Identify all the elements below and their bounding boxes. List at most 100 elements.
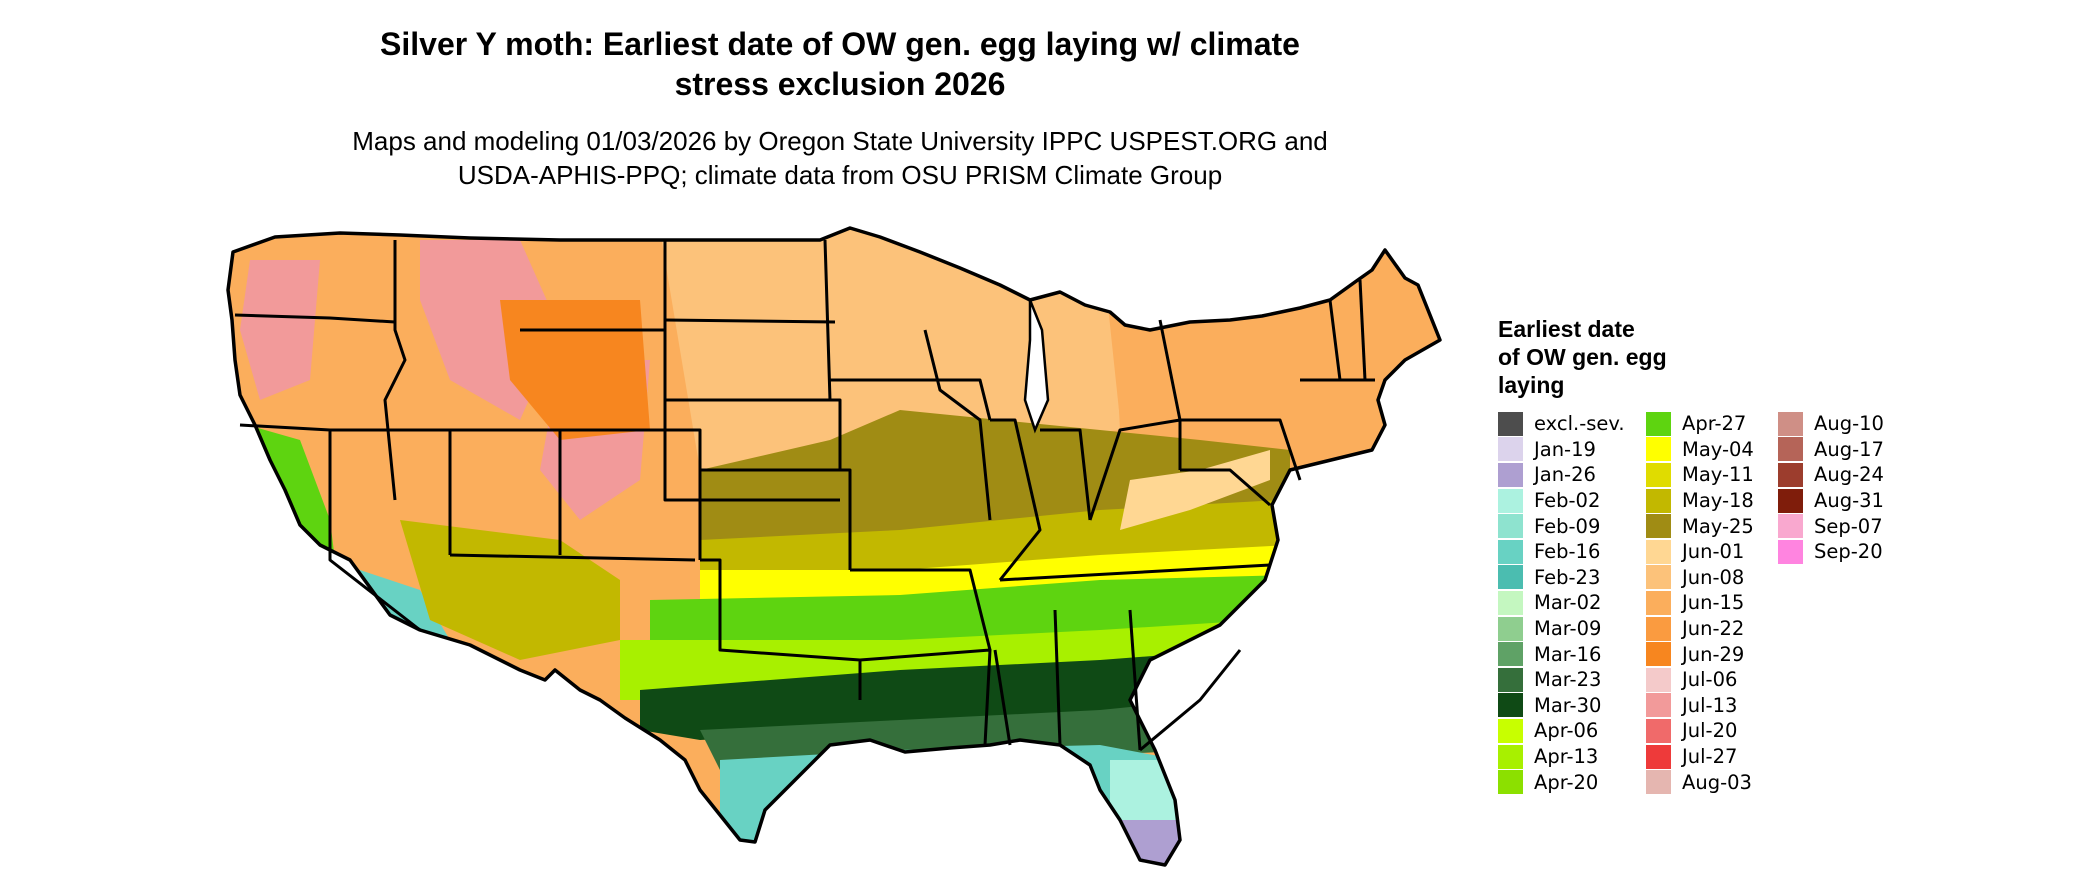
legend-item: Jun-01 (1646, 539, 1796, 565)
legend-title-line-1: Earliest date (1498, 316, 1635, 342)
legend-label: Apr-20 (1534, 770, 1599, 794)
legend-swatch (1646, 744, 1671, 769)
legend-swatch (1498, 744, 1523, 769)
legend-swatch (1498, 642, 1523, 667)
legend-item: Jul-20 (1646, 718, 1796, 744)
legend-item: Apr-06 (1498, 718, 1648, 744)
legend-item: Apr-13 (1498, 744, 1648, 770)
appalachian-zone (1120, 450, 1270, 530)
legend-label: Jun-01 (1682, 540, 1745, 564)
legend-item: Jan-19 (1498, 437, 1648, 463)
legend-item: Mar-23 (1498, 667, 1648, 693)
legend-title: Earliest date of OW gen. egg laying (1498, 315, 1667, 399)
legend-item: excl.-sev. (1498, 411, 1648, 437)
legend-swatch (1646, 693, 1671, 718)
legend-swatch (1498, 488, 1523, 513)
legend-swatch (1498, 590, 1523, 615)
legend-label: Jun-15 (1682, 591, 1745, 615)
legend-swatch (1646, 590, 1671, 615)
north-pale-zone (660, 230, 1120, 470)
legend-label: Mar-23 (1534, 668, 1602, 692)
legend-item: Feb-02 (1498, 488, 1648, 514)
legend-column-2: Apr-27 May-04 May-11 May-18 May-25 Jun-01 Jun-… (1646, 411, 1796, 795)
legend-swatch (1498, 718, 1523, 743)
legend-swatch (1646, 488, 1671, 513)
map-subtitle: Maps and modeling 01/03/2026 by Oregon S… (0, 124, 1680, 192)
legend-label: Jun-29 (1682, 642, 1745, 666)
legend-item: Apr-20 (1498, 769, 1648, 795)
legend-swatch (1498, 667, 1523, 692)
map-title-line-1: Silver Y moth: Earliest date of OW gen. … (380, 26, 1300, 62)
deep-orange-wy-zone (500, 300, 650, 440)
map-title: Silver Y moth: Earliest date of OW gen. … (0, 24, 1680, 104)
legend-swatch (1498, 770, 1523, 795)
legend-item: Mar-09 (1498, 616, 1648, 642)
legend-swatch (1498, 514, 1523, 539)
legend-swatch (1646, 514, 1671, 539)
legend-item: Mar-30 (1498, 693, 1648, 719)
legend-label: May-25 (1682, 514, 1754, 538)
legend-swatch (1498, 693, 1523, 718)
legend-column-3: Aug-10 Aug-17 Aug-24 Aug-31 Sep-07 Sep-20 (1778, 411, 1928, 565)
legend-label: May-18 (1682, 489, 1754, 513)
map-subtitle-line-1: Maps and modeling 01/03/2026 by Oregon S… (352, 126, 1328, 156)
legend-label: Mar-09 (1534, 617, 1602, 641)
legend-item: Aug-31 (1778, 488, 1928, 514)
map-title-line-2: stress exclusion 2026 (674, 66, 1006, 102)
state-borders (234, 239, 1375, 752)
legend-swatch (1646, 616, 1671, 641)
legend-label: Mar-30 (1534, 693, 1602, 717)
legend-label: May-04 (1682, 437, 1754, 461)
legend-label: Sep-20 (1814, 540, 1883, 564)
legend-label: excl.-sev. (1534, 412, 1625, 436)
legend-label: Jul-13 (1682, 693, 1738, 717)
legend-swatch (1498, 565, 1523, 590)
legend-label: Feb-09 (1534, 514, 1601, 538)
cascades-pink-zone (240, 260, 320, 400)
legend-swatch (1778, 462, 1803, 487)
legend-label: Jul-06 (1682, 668, 1738, 692)
legend-swatch (1498, 462, 1523, 487)
legend-swatch (1778, 411, 1803, 436)
legend-item: Jul-06 (1646, 667, 1796, 693)
legend-item: May-11 (1646, 462, 1796, 488)
legend-swatch (1498, 411, 1523, 436)
legend-swatch (1646, 462, 1671, 487)
legend-item: Mar-16 (1498, 641, 1648, 667)
legend-label: Feb-23 (1534, 565, 1601, 589)
legend-label: Apr-06 (1534, 719, 1599, 743)
legend-label: Aug-31 (1814, 489, 1884, 513)
legend-label: Aug-10 (1814, 412, 1884, 436)
legend-item: Jul-27 (1646, 744, 1796, 770)
legend-title-line-3: laying (1498, 372, 1565, 398)
legend-title-line-2: of OW gen. egg (1498, 344, 1667, 370)
legend-swatch (1778, 539, 1803, 564)
legend-label: Jan-26 (1534, 463, 1596, 487)
legend-label: Sep-07 (1814, 514, 1883, 538)
legend-label: May-11 (1682, 463, 1754, 487)
legend-item: May-25 (1646, 513, 1796, 539)
legend-item: Jun-08 (1646, 565, 1796, 591)
legend-item: Jun-22 (1646, 616, 1796, 642)
legend-swatch (1498, 437, 1523, 462)
legend-item: Feb-23 (1498, 565, 1648, 591)
legend-label: Feb-02 (1534, 489, 1601, 513)
legend-label: Apr-27 (1682, 412, 1747, 436)
legend-item: May-18 (1646, 488, 1796, 514)
legend-item: Sep-07 (1778, 513, 1928, 539)
legend-label: Mar-16 (1534, 642, 1602, 666)
legend-item: Aug-24 (1778, 462, 1928, 488)
legend-item: Sep-20 (1778, 539, 1928, 565)
legend-item: Apr-27 (1646, 411, 1796, 437)
legend-swatch (1646, 565, 1671, 590)
legend-label: Feb-16 (1534, 540, 1601, 564)
legend-item: Jan-26 (1498, 462, 1648, 488)
legend-label: Aug-17 (1814, 437, 1884, 461)
lake-michigan (1023, 299, 1050, 434)
legend-label: Jun-22 (1682, 617, 1745, 641)
legend-item: Aug-10 (1778, 411, 1928, 437)
legend-swatch (1498, 616, 1523, 641)
legend-item: Jun-29 (1646, 641, 1796, 667)
legend-item: May-04 (1646, 437, 1796, 463)
